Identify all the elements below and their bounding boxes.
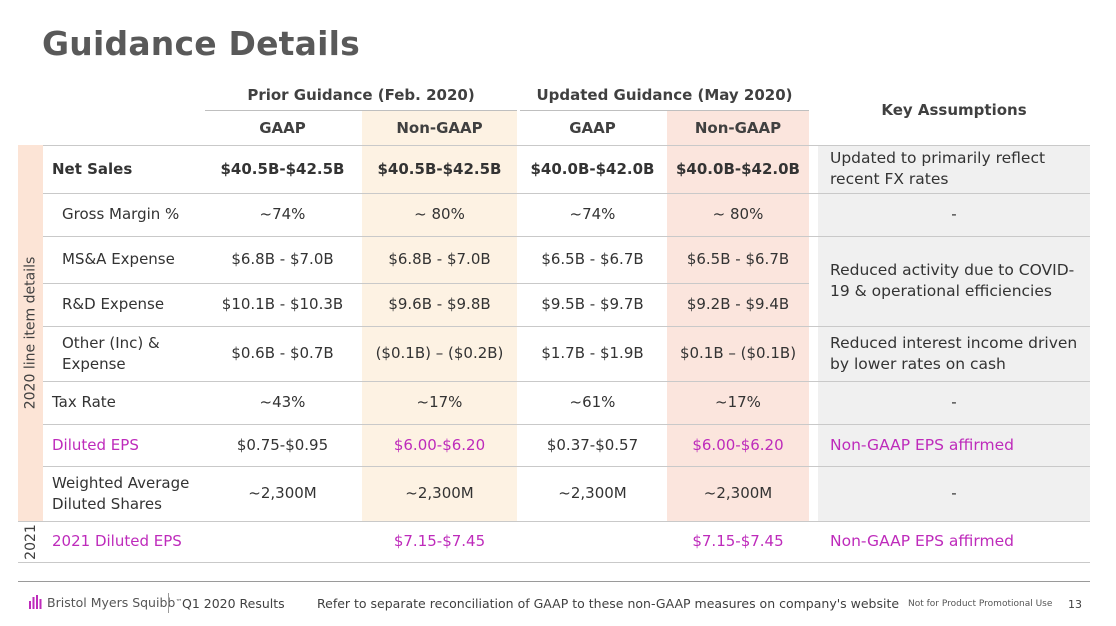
rd-prior-gaap: $10.1B - $10.3B (221, 295, 344, 314)
row-divider (18, 521, 1090, 522)
row-label-msa-expense: MS&A Expense (62, 250, 175, 269)
row-divider (18, 562, 1090, 563)
other-assumption: Reduced interest income driven by lower … (830, 333, 1078, 373)
net-sales-updated-non-gaap: $40.0B-$42.0B (676, 159, 800, 178)
other-prior-non-gaap: ($0.1B) – ($0.2B) (375, 344, 504, 363)
net-sales-updated-gaap: $40.0B-$42.0B (530, 159, 655, 178)
row-divider (43, 326, 1090, 327)
updated-non-gaap-column-shade (667, 110, 809, 521)
gross-margin-prior-non-gaap: ~ 80% (414, 205, 465, 224)
key-assumptions-header: Key Assumptions (881, 101, 1027, 119)
msa-prior-gaap: $6.8B - $7.0B (231, 250, 334, 269)
bms-logo-icon (29, 595, 42, 609)
tax-prior-non-gaap: ~17% (416, 393, 463, 412)
msa-prior-non-gaap: $6.8B - $7.0B (388, 250, 491, 269)
shares-updated-non-gaap: ~2,300M (703, 484, 773, 503)
page-number: 13 (1068, 598, 1082, 611)
row-divider (43, 424, 1090, 425)
tax-prior-gaap: ~43% (259, 393, 306, 412)
row-divider (43, 466, 1090, 467)
net-sales-assumption: Updated to primarily reflect recent FX r… (830, 149, 1046, 188)
prior-non-gaap-column-shade (362, 110, 517, 521)
updated-header-underline (520, 110, 809, 111)
shares-updated-gaap: ~2,300M (558, 484, 627, 503)
shares-prior-gaap: ~2,300M (248, 484, 317, 503)
row-label-gross-margin: Gross Margin % (62, 205, 180, 224)
gross-margin-updated-gaap: ~74% (569, 205, 616, 224)
updated-gaap-header: GAAP (569, 119, 616, 137)
company-logo: Bristol Myers Squibb ™ (28, 594, 182, 610)
row-label-tax-rate: Tax Rate (52, 393, 116, 412)
eps2021-prior-gaap (205, 521, 360, 562)
sidebar-2021-label: 2021 (18, 523, 43, 561)
row-label-net-sales: Net Sales (52, 159, 133, 178)
eps-updated-gaap: $0.37-$0.57 (546, 435, 639, 454)
row-divider (43, 193, 1090, 194)
other-updated-gaap: $1.7B - $1.9B (541, 344, 644, 363)
net-sales-prior-non-gaap: $40.5B-$42.5B (377, 159, 502, 178)
footer-disclaimer: Not for Product Promotional Use (908, 599, 1053, 609)
footer-divider (18, 581, 1090, 582)
prior-non-gaap-header: Non-GAAP (396, 119, 483, 137)
sidebar-2020-text: 2020 line item details (22, 256, 39, 410)
footer-period: Q1 2020 Results (182, 596, 285, 611)
page-title: Guidance Details (42, 24, 360, 63)
other-updated-non-gaap: $0.1B – ($0.1B) (679, 344, 797, 363)
footer-note: Refer to separate reconciliation of GAAP… (317, 596, 900, 611)
footer-separator (168, 593, 169, 613)
net-sales-prior-gaap: $40.5B-$42.5B (220, 159, 345, 178)
tax-updated-non-gaap: ~17% (715, 393, 761, 412)
row-label-rd-expense: R&D Expense (62, 295, 165, 314)
row-label-diluted-eps: Diluted EPS (52, 435, 139, 454)
msa-updated-gaap: $6.5B - $6.7B (541, 250, 644, 269)
gross-margin-assumption: - (951, 205, 957, 224)
row-divider (43, 381, 1090, 382)
shares-assumption: - (951, 484, 957, 503)
updated-non-gaap-header: Non-GAAP (694, 119, 782, 137)
eps-updated-non-gaap: $6.00-$6.20 (692, 435, 784, 454)
row-divider (43, 283, 809, 284)
sidebar-2020-label: 2020 line item details (18, 145, 43, 521)
key-assumptions-column-shade (818, 145, 1090, 521)
row-divider (43, 236, 1090, 237)
updated-guidance-header: Updated Guidance (May 2020) (536, 86, 793, 104)
eps2021-assumption: Non-GAAP EPS affirmed (830, 532, 1014, 551)
logo-text: Bristol Myers Squibb (47, 594, 176, 610)
rd-updated-non-gaap: $9.2B - $9.4B (686, 295, 790, 314)
gross-margin-prior-gaap: ~74% (259, 205, 306, 224)
other-prior-gaap: $0.6B - $0.7B (231, 344, 334, 363)
msa-updated-non-gaap: $6.5B - $6.7B (686, 250, 790, 269)
eps2021-updated-gaap (520, 521, 665, 562)
prior-header-underline (205, 110, 517, 111)
eps-prior-gaap: $0.75-$0.95 (236, 435, 329, 454)
eps2021-updated-non-gaap: $7.15-$7.45 (692, 532, 784, 551)
sidebar-2021-text: 2021 (22, 524, 39, 560)
rd-updated-gaap: $9.5B - $9.7B (541, 295, 644, 314)
row-label-2021-diluted-eps: 2021 Diluted EPS (52, 532, 182, 551)
eps2021-prior-non-gaap: $7.15-$7.45 (393, 532, 486, 551)
row-label-diluted-shares: Weighted Average Diluted Shares (52, 474, 190, 513)
shares-prior-non-gaap: ~2,300M (405, 484, 474, 503)
tax-assumption: - (951, 393, 957, 412)
tax-updated-gaap: ~61% (569, 393, 616, 412)
prior-gaap-header: GAAP (259, 119, 306, 137)
gross-margin-updated-non-gaap: ~ 80% (712, 205, 764, 224)
sidebar-shade (18, 145, 43, 521)
row-divider (43, 145, 1090, 146)
rd-prior-non-gaap: $9.6B - $9.8B (388, 295, 491, 314)
opex-assumption: Reduced activity due to COVID-19 & opera… (830, 261, 1075, 300)
row-label-other-expense: Other (Inc) & Expense (62, 334, 160, 373)
logo-trademark: ™ (175, 598, 183, 606)
eps-prior-non-gaap: $6.00-$6.20 (393, 435, 486, 454)
prior-guidance-header: Prior Guidance (Feb. 2020) (247, 86, 475, 104)
eps-assumption: Non-GAAP EPS affirmed (830, 435, 1014, 454)
